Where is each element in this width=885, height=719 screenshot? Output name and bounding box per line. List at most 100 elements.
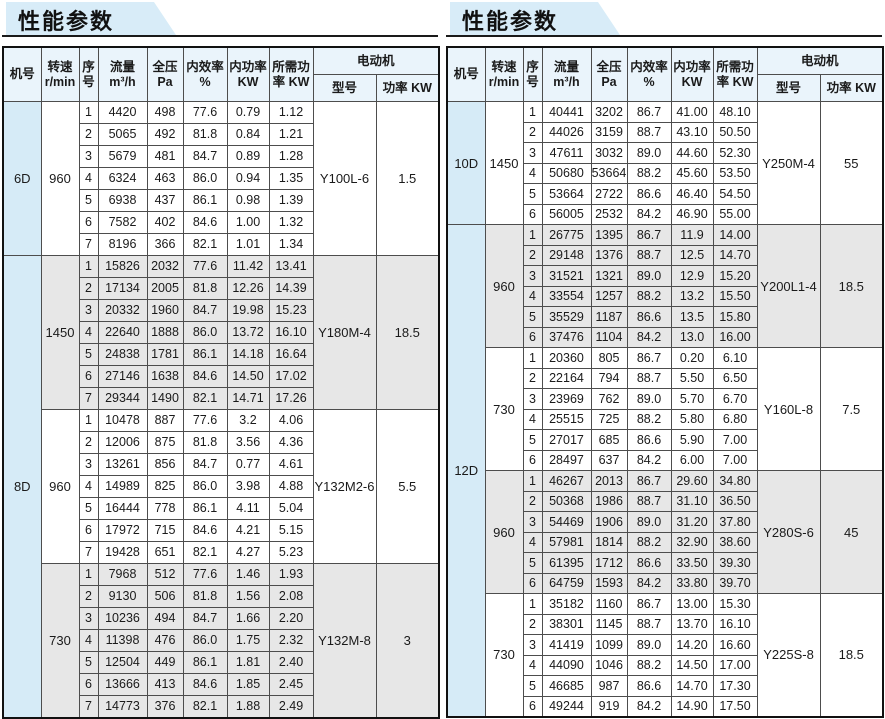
efficiency-cell: 88.7 (626, 244, 672, 266)
speed-cell: 960 (40, 101, 80, 256)
motor-power-cell: 45 (819, 470, 884, 594)
efficiency-cell: 84.6 (182, 211, 228, 234)
power-cell: 12.26 (226, 277, 270, 300)
flow-cell: 4420 (97, 101, 148, 124)
header-motor-model: 型号 (312, 74, 377, 102)
efficiency-cell: 86.6 (626, 552, 672, 574)
pressure-cell: 875 (146, 431, 184, 454)
efficiency-cell: 86.7 (626, 470, 672, 492)
motor-power-cell: 3 (375, 563, 440, 718)
flow-cell: 13666 (97, 673, 148, 696)
required-power-cell: 7.00 (712, 429, 758, 451)
required-power-cell: 52.30 (712, 142, 758, 164)
power-cell: 45.60 (670, 162, 714, 184)
required-power-cell: 16.10 (712, 613, 758, 635)
flow-cell: 11398 (97, 629, 148, 652)
table-body: 6D 960 1 4420 498 77.6 0.79 1.12 Y100L-6 1.5 2 5065… (2, 101, 440, 718)
table-row: 2 9130 506 81.8 1.56 2.08 (3, 585, 439, 608)
power-cell: 14.71 (226, 387, 270, 410)
table-row: 3 54469 1906 89.0 31.20 37.80 (447, 511, 883, 533)
pressure-cell: 1986 (590, 490, 628, 512)
table-row: 960 1 46267 2013 86.7 29.60 34.80 Y280S-6 45 (447, 470, 884, 594)
table-header: 机号 转速 r/min 序号流量 m³/h 全压 Pa 内效率% 内功率 KW 所需功率 KW 电动机… (2, 46, 440, 102)
speed-cell: 960 (40, 409, 80, 564)
pressure-cell: 1490 (146, 387, 184, 410)
efficiency-cell: 84.2 (626, 449, 672, 471)
left-panel: 性能参数 机号 转速 r/min 序号流量 m³/h 全压 Pa 内效率% 内功率 KW 所需功率 … (2, 2, 441, 719)
pressure-cell: 778 (146, 497, 184, 520)
required-power-cell: 17.00 (712, 654, 758, 676)
header-pressure: 全压 Pa (590, 46, 628, 102)
efficiency-cell: 86.7 (626, 347, 672, 369)
performance-table-right: 机号 转速 r/min 序号流量 m³/h 全压 Pa 内效率% 内功率 KW 所需功率 KW 电动机… (446, 46, 885, 718)
title-highlight-shape (6, 2, 176, 35)
efficiency-cell: 81.8 (182, 123, 228, 146)
table-row: 4 33554 1257 88.2 13.2 15.50 (447, 285, 883, 307)
table-row: 5 61395 1712 86.6 33.50 39.30 (447, 552, 883, 574)
required-power-cell: 53.50 (712, 162, 758, 184)
table-row: 6 13666 413 84.6 1.85 2.45 (3, 673, 439, 696)
pressure-cell: 762 (590, 388, 628, 410)
pressure-cell: 805 (590, 347, 628, 369)
power-cell: 1.46 (226, 563, 270, 586)
row-index-cell: 2 (522, 244, 543, 266)
efficiency-cell: 77.6 (182, 409, 228, 432)
pressure-cell: 887 (146, 409, 184, 432)
power-cell: 0.20 (670, 347, 714, 369)
row-index-cell: 5 (522, 429, 543, 451)
power-cell: 0.89 (226, 145, 270, 168)
pressure-cell: 2032 (146, 255, 184, 278)
row-index-cell: 3 (522, 142, 543, 164)
power-cell: 1.56 (226, 585, 270, 608)
efficiency-cell: 86.0 (182, 629, 228, 652)
left-title-block: 性能参数 (2, 2, 438, 37)
flow-cell: 46267 (541, 470, 592, 492)
pressure-cell: 437 (146, 189, 184, 212)
pressure-cell: 1395 (590, 224, 628, 246)
pressure-cell: 2013 (590, 470, 628, 492)
row-index-cell: 1 (522, 470, 543, 492)
table-row: 5 16444 778 86.1 4.11 5.04 (3, 497, 439, 520)
power-cell: 5.50 (670, 367, 714, 389)
efficiency-cell: 88.2 (626, 408, 672, 430)
speed-cell: 960 (484, 470, 524, 594)
row-index-cell: 2 (78, 585, 99, 608)
pressure-cell: 919 (590, 695, 628, 717)
pressure-cell: 1712 (590, 552, 628, 574)
power-cell: 14.20 (670, 634, 714, 656)
pressure-cell: 1888 (146, 321, 184, 344)
table-row: 5 53664 2722 86.6 46.40 54.50 (447, 183, 883, 205)
power-cell: 14.90 (670, 695, 714, 717)
power-cell: 14.50 (226, 365, 270, 388)
table-row: 2 5065 492 81.8 0.84 1.21 (3, 123, 439, 146)
row-index-cell: 1 (522, 224, 543, 246)
table-row: 3 23969 762 89.0 5.70 6.70 (447, 388, 883, 410)
row-index-cell: 1 (522, 101, 543, 123)
efficiency-cell: 88.7 (626, 121, 672, 143)
flow-cell: 10236 (97, 607, 148, 630)
flow-cell: 23969 (541, 388, 592, 410)
header-required-power: 所需功率 KW (712, 46, 758, 102)
table-row: 8D 1450 1 15826 2032 77.6 11.42 13.41 Y180M-4 18.… (2, 255, 440, 718)
header-efficiency: 内效率% (182, 46, 228, 102)
power-cell: 43.10 (670, 121, 714, 143)
right-panel: 性能参数 机号 转速 r/min 序号流量 m³/h 全压 Pa 内效率% 内功率 KW 所需功率 … (446, 2, 885, 719)
motor-model-cell: Y200L1-4 (756, 224, 821, 348)
required-power-cell: 48.10 (712, 101, 758, 123)
machine-cell: 6D (2, 101, 42, 256)
flow-cell: 13261 (97, 453, 148, 476)
efficiency-cell: 86.0 (182, 167, 228, 190)
motor-model-cell: Y100L-6 (312, 101, 377, 256)
efficiency-cell: 82.1 (182, 695, 228, 718)
required-power-cell: 37.80 (712, 511, 758, 533)
efficiency-cell: 77.6 (182, 563, 228, 586)
power-cell: 33.50 (670, 552, 714, 574)
required-power-cell: 14.70 (712, 244, 758, 266)
pressure-cell: 725 (590, 408, 628, 430)
header-row-1: 机号 转速 r/min 序号流量 m³/h 全压 Pa 内效率% 内功率 KW 所需功率 KW 电动机 (446, 46, 884, 102)
row-index-cell: 3 (522, 388, 543, 410)
row-index-cell: 5 (78, 651, 99, 674)
header-flow: 流量 m³/h (97, 46, 148, 102)
right-title-block: 性能参数 (446, 2, 882, 37)
efficiency-cell: 86.0 (182, 475, 228, 498)
